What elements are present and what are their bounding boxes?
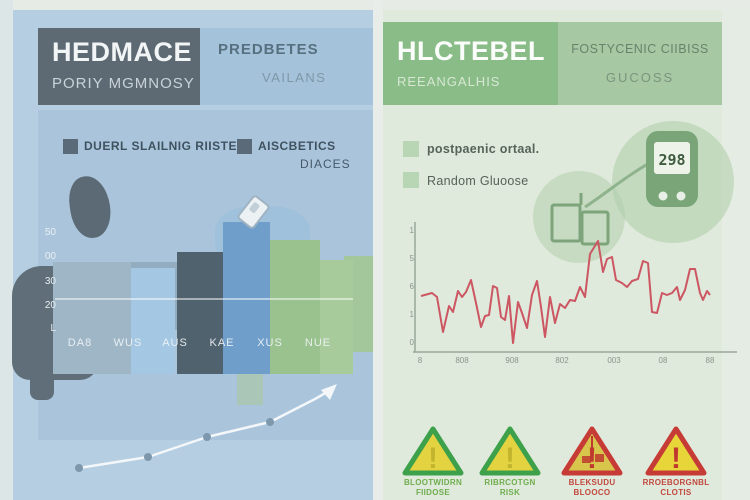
warning-label-line2: CLOTIS: [660, 488, 692, 497]
axis-tick-label: 0: [409, 338, 414, 347]
meter-display: 298: [658, 151, 685, 169]
trend-arrow-icon: [321, 384, 337, 400]
svg-text:!: !: [587, 442, 597, 475]
axis-tick-label: L: [50, 323, 56, 334]
axis-tick-label: WUS: [113, 337, 143, 349]
svg-text:!: !: [671, 442, 681, 475]
axis-tick-label: 1: [409, 226, 414, 235]
right-margin-strip: [722, 10, 750, 500]
warning-triangle-icon: !: [479, 426, 541, 476]
right-header2-line2: GUCOSS: [605, 70, 675, 85]
axis-tick-label: DA8: [67, 337, 93, 349]
legend-swatch: [63, 139, 78, 154]
right-panel-subtitle: REEANGALHIS: [397, 74, 501, 89]
bar-NUE: [320, 260, 353, 374]
trend-line: [78, 386, 335, 470]
axis-tick-label: 808: [455, 356, 469, 365]
axis-tick-label: NUE: [304, 337, 332, 349]
legend-label: AISCBETICS: [258, 139, 336, 153]
warning-label-line1: RROEBORGNBL: [642, 478, 710, 487]
bar-XUS: [270, 240, 320, 374]
left-header-dark-box: HEDMACE PORIY MGMNOSY: [38, 28, 200, 105]
axis-tick-label: AUS: [162, 337, 188, 349]
warning-triangle-icon: !: [561, 426, 623, 476]
left-header2-line1: PREDBETES: [218, 41, 319, 58]
person-silhouette-foot: [30, 378, 54, 400]
warning-label-line1: RIBRCOTGN: [484, 478, 536, 487]
axis-tick-label: 88: [705, 356, 715, 365]
trend-dot: [266, 418, 274, 426]
warning-label-line2: BLOOCO: [573, 488, 611, 497]
legend-swatch: [403, 141, 419, 157]
left-margin-strip: [0, 0, 13, 500]
right-header2-line1: FOSTYCENIC CIIBISS: [571, 42, 709, 56]
legend-label: DUERL SLAILNIG RIISTE: [84, 139, 237, 153]
glucose-meter-icon: 298: [646, 131, 698, 207]
legend-sublabel: DIACES: [300, 157, 351, 171]
axis-tick-label: XUS: [257, 337, 283, 349]
axis-tick-label: 908: [505, 356, 519, 365]
svg-text:!: !: [428, 442, 438, 475]
left-header-light-box: PREDBETES VAILANS: [200, 28, 373, 105]
left-panel-title: HEDMACE: [52, 37, 193, 67]
warning-triangle-icon: !: [402, 426, 464, 476]
trend-dots: [75, 418, 274, 472]
svg-text:!: !: [505, 442, 515, 475]
bar-DA8: [53, 262, 131, 374]
warning-item: ! RIBRCOTGN RISK: [472, 424, 548, 498]
warning-label-line2: FIIDOSE: [415, 488, 451, 497]
axis-tick-label: 6: [409, 282, 414, 291]
warning-label-line2: RISK: [499, 488, 521, 497]
warning-label-line1: BLOOTWIDRN: [403, 478, 463, 487]
warning-item: ! RROEBORGNBL CLOTIS: [638, 424, 714, 498]
legend-label: Random Gluoose: [427, 174, 529, 188]
connector-line: [584, 162, 649, 209]
gridline: [55, 298, 353, 300]
left-panel-subtitle: PORIY MGMNOSY: [52, 75, 195, 92]
axis-tick-label: 20: [44, 300, 56, 311]
warning-triangle-icon: !: [645, 426, 707, 476]
warning-label-line1: BLEKSUDU: [568, 478, 616, 487]
warning-item: ! BLEKSUDU BLOOCO: [554, 424, 630, 498]
axis-tick-label: 5: [409, 254, 414, 263]
right-panel-title: HLCTEBEL: [397, 36, 545, 66]
trend-dot: [75, 464, 83, 472]
axis-tick-label: 802: [555, 356, 569, 365]
trend-dot: [144, 453, 152, 461]
axis-tick-label: 08: [658, 356, 668, 365]
axis-tick-label: 1: [409, 310, 414, 319]
bar-WUS: [131, 268, 175, 374]
axis-tick-label: 003: [607, 356, 621, 365]
axis-tick-label: 00: [44, 251, 56, 262]
right-header-light-box: FOSTYCENIC CIIBISS GUCOSS: [558, 22, 722, 105]
legend-swatch: [237, 139, 252, 154]
axis-tick-label: 50: [44, 227, 56, 238]
legend-swatch: [403, 172, 419, 188]
left-header2-line2: VAILANS: [262, 70, 327, 85]
legend-label: postpaenic ortaal.: [427, 142, 540, 156]
axis-tick-label: 30: [44, 276, 56, 287]
right-header-dark-box: HLCTEBEL REEANGALHIS: [383, 22, 558, 105]
bar-AUS: [177, 252, 223, 374]
axis-tick-label: KAE: [209, 337, 235, 349]
trend-dot: [203, 433, 211, 441]
glucose-series-line: [420, 240, 711, 344]
axis-tick-label: 8: [417, 356, 423, 365]
warning-item: ! BLOOTWIDRN FIIDOSE: [395, 424, 471, 498]
panel-divider: [373, 0, 383, 500]
